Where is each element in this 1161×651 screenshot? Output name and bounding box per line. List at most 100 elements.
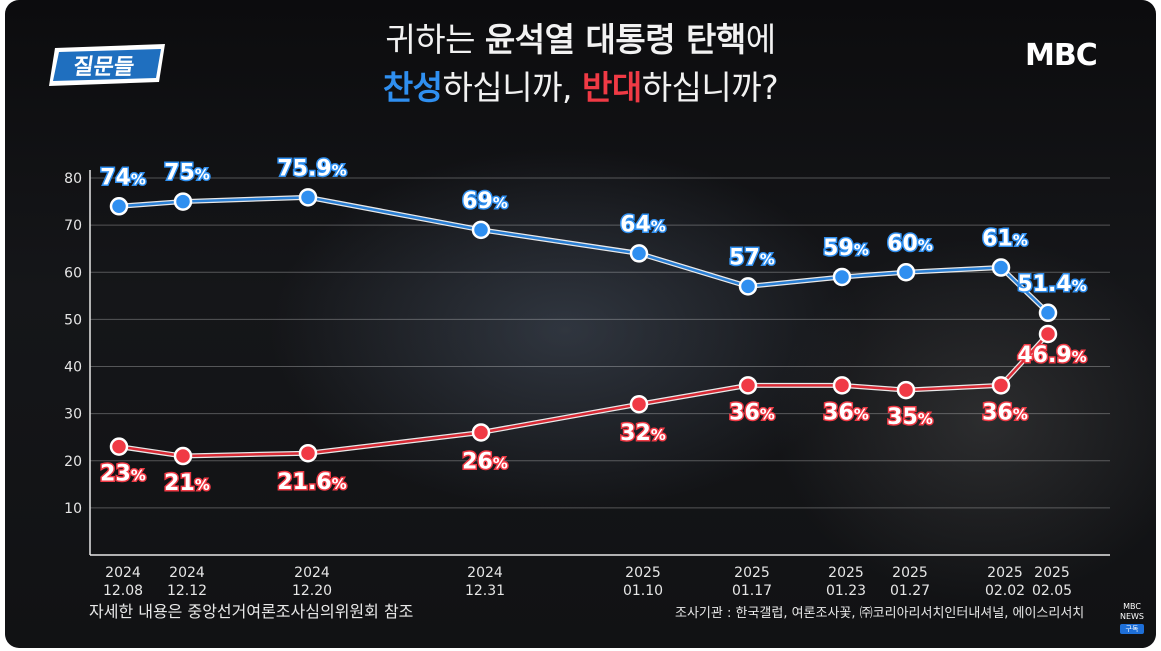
- oppose-data-label-value-6: 36: [823, 400, 854, 425]
- title-oppose-word: 반대: [581, 68, 642, 107]
- oppose-data-label-value-8: 36: [982, 400, 1013, 425]
- video-frame: 귀하는 윤석열 대통령 탄핵에 찬성하십니까, 반대하십니까? 질문들 MBC …: [5, 0, 1156, 648]
- y-tick-label-60: 60: [64, 265, 82, 281]
- support-data-label-6: 59%: [823, 236, 869, 261]
- oppose-data-label-value-7: 35: [887, 405, 918, 430]
- support-data-label-value-8: 61: [982, 227, 1013, 252]
- chart-axes: [89, 170, 1110, 556]
- title-line1-prefix: 귀하는: [385, 20, 485, 59]
- x-tick-date-2: 12.20: [292, 583, 332, 599]
- source-note: 자세한 내용은 중앙선거여론조사심의위원회 참조: [89, 602, 414, 621]
- mbc-news-badge[interactable]: MBC NEWS 구독: [1113, 602, 1151, 638]
- x-tick-year-1: 2024: [169, 565, 205, 581]
- badge-line1: MBC: [1123, 602, 1141, 611]
- oppose-data-label-2: 21.6%: [277, 470, 346, 495]
- oppose-point-0: [109, 437, 129, 456]
- oppose-point-4: [629, 394, 649, 414]
- support-data-label-unit-7: %: [918, 236, 933, 254]
- x-tick-date-8: 02.02: [985, 583, 1025, 599]
- oppose-data-label-value-0: 23: [100, 462, 131, 487]
- oppose-data-label-value-1: 21: [164, 471, 195, 496]
- oppose-data-label-value-9: 46.9: [1017, 343, 1071, 368]
- oppose-data-label-1: 21%: [164, 471, 210, 496]
- oppose-point-6: [832, 376, 852, 395]
- oppose-data-label-3: 26%: [462, 449, 508, 474]
- x-tick-date-5: 01.17: [732, 583, 772, 599]
- title-support-word: 찬성: [382, 68, 443, 107]
- y-tick-label-10: 10: [64, 501, 82, 517]
- oppose-data-label-value-3: 26: [462, 449, 493, 474]
- oppose-data-label-unit-7: %: [918, 410, 933, 428]
- x-tick-year-8: 2025: [987, 565, 1023, 581]
- oppose-point-7: [896, 380, 916, 400]
- oppose-data-label-6: 36%: [823, 400, 869, 425]
- x-tick-year-2: 2024: [294, 565, 330, 581]
- support-data-label-unit-0: %: [131, 170, 146, 188]
- x-tick-year-9: 2025: [1034, 565, 1070, 581]
- oppose-line: [118, 333, 1049, 458]
- support-data-label-value-3: 69: [462, 189, 493, 214]
- support-data-label-value-1: 75: [164, 161, 195, 186]
- oppose-data-label-value-2: 21.6: [277, 470, 331, 495]
- y-tick-label-40: 40: [64, 360, 82, 376]
- y-tick-label-50: 50: [64, 312, 82, 328]
- oppose-data-label-value-4: 32: [620, 421, 651, 446]
- support-data-label-unit-4: %: [651, 217, 666, 235]
- support-point-2: [298, 188, 318, 207]
- title-line2-mid: 하십니까,: [442, 68, 582, 107]
- series-points: [109, 188, 1058, 466]
- subscribe-label[interactable]: 구독: [1120, 624, 1144, 634]
- y-tick-label-30: 30: [64, 407, 82, 423]
- support-data-label-unit-8: %: [1013, 232, 1028, 250]
- support-data-label-value-9: 51.4: [1017, 272, 1071, 297]
- support-data-label-value-7: 60: [887, 231, 918, 256]
- title-line1-suffix: 에: [745, 20, 776, 59]
- oppose-data-label-5: 36%: [729, 400, 775, 425]
- support-data-label-value-4: 64: [620, 212, 651, 237]
- oppose-data-label-value-5: 36: [729, 400, 760, 425]
- oppose-data-label-unit-4: %: [651, 426, 666, 444]
- support-data-label-2: 75.9%: [277, 156, 346, 181]
- oppose-point-2: [298, 443, 318, 463]
- oppose-data-label-8: 36%: [982, 400, 1028, 425]
- support-point-1: [173, 192, 193, 211]
- support-point-4: [629, 244, 649, 263]
- oppose-data-label-unit-8: %: [1013, 405, 1028, 423]
- x-tick-date-1: 12.12: [167, 583, 207, 599]
- x-tick-year-4: 2025: [625, 565, 661, 581]
- support-point-6: [832, 267, 852, 287]
- title-line-2: 찬성하십니까, 반대하십니까?: [5, 68, 1156, 108]
- x-tick-date-9: 02.05: [1032, 583, 1072, 599]
- support-data-label-value-2: 75.9: [277, 156, 331, 181]
- title-line-1: 귀하는 윤석열 대통령 탄핵에: [5, 20, 1156, 60]
- oppose-data-label-unit-2: %: [332, 475, 347, 493]
- support-data-label-1: 75%: [164, 161, 210, 186]
- oppose-point-8: [991, 376, 1011, 395]
- support-point-0: [109, 197, 129, 216]
- title-line1-bold: 윤석열 대통령 탄핵: [484, 20, 746, 59]
- support-data-label-unit-9: %: [1072, 277, 1087, 295]
- x-tick-date-7: 01.27: [890, 583, 930, 599]
- pollster-note: 조사기관 : 한국갤럽, 여론조사꽃, ㈜코리아리서치인터내셔널, 에이스리서치: [675, 606, 1085, 621]
- data-labels: 74% 75% 75.9%69%64%57% 59% 60% 61%51.4%23% 21%…: [99, 155, 1088, 498]
- series-lines: [118, 194, 1050, 459]
- support-data-label-unit-1: %: [195, 166, 210, 184]
- support-data-label-value-5: 57: [729, 245, 760, 270]
- support-data-label-7: 60%: [887, 231, 933, 256]
- support-data-label-4: 64%: [620, 212, 666, 237]
- x-tick-date-0: 12.08: [103, 583, 143, 599]
- mbc-logo: MBC: [1025, 38, 1098, 73]
- oppose-data-label-unit-3: %: [493, 454, 508, 472]
- support-data-label-value-6: 59: [823, 236, 854, 261]
- y-tick-labels: 10 20 30 40 50 60 70 80: [64, 171, 82, 517]
- title-line2-suffix: 하십니까?: [641, 68, 779, 107]
- x-tick-year-5: 2025: [734, 565, 770, 581]
- support-data-label-8: 61%: [982, 227, 1028, 252]
- x-tick-date-3: 12.31: [465, 583, 505, 599]
- y-tick-label-70: 70: [64, 218, 82, 234]
- support-data-label-unit-3: %: [493, 194, 508, 212]
- oppose-data-label-7: 35%: [887, 405, 933, 430]
- oppose-data-label-unit-1: %: [195, 476, 210, 494]
- chart-grid: [90, 177, 1110, 509]
- support-point-9: [1038, 303, 1058, 323]
